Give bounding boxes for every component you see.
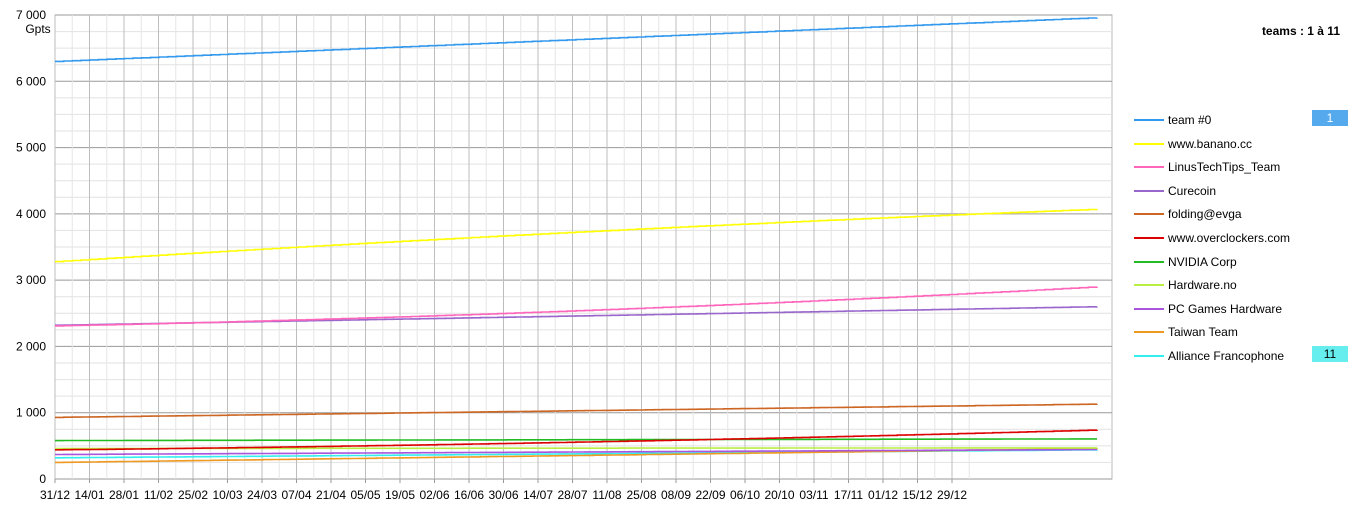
legend-swatch <box>1134 142 1164 145</box>
legend-swatch <box>1134 236 1164 239</box>
chart-axes: 0 1 000 2 000 3 000 4 000 5 000 6 000 7 000 31/1… <box>16 8 967 502</box>
y-tick-label: 7 000 <box>16 8 46 22</box>
legend-swatch <box>1134 119 1164 121</box>
x-tick-label: 11/02 <box>144 488 173 502</box>
legend-item[interactable]: www.banano.cc <box>1134 134 1354 158</box>
legend-swatch <box>1134 166 1164 169</box>
legend-label: Hardware.no <box>1168 278 1237 293</box>
x-tick-label: 28/07 <box>557 488 587 502</box>
series-line-www-banano-cc <box>55 208 1098 263</box>
series-line-team-0 <box>55 17 1098 63</box>
legend-label: team #0 <box>1168 113 1212 127</box>
x-tick-label: 30/06 <box>488 488 518 502</box>
legend-item[interactable]: PC Games Hardware <box>1134 299 1354 323</box>
x-tick-label: 24/03 <box>247 488 277 502</box>
x-tick-label: 17/11 <box>834 488 863 502</box>
x-tick-label: 01/12 <box>868 488 898 502</box>
legend-item[interactable]: Taiwan Team <box>1134 322 1354 346</box>
x-tick-label: 03/11 <box>799 488 828 502</box>
legend-label: Alliance Francophone <box>1168 348 1285 363</box>
legend-item[interactable]: Curecoin <box>1134 181 1354 205</box>
legend-rank-badge: 11 <box>1312 345 1348 362</box>
y-tick-label: 4 000 <box>16 207 46 221</box>
x-tick-label: 21/04 <box>316 488 346 502</box>
y-tick-label: 2 000 <box>16 339 46 353</box>
legend-rank-badge: 1 <box>1312 110 1348 126</box>
series-line-folding-evga <box>55 403 1098 419</box>
y-axis-unit-label: Gpts <box>25 22 50 36</box>
legend-item[interactable]: www.overclockers.com <box>1134 228 1354 252</box>
x-tick-label: 20/10 <box>764 488 794 502</box>
x-tick-label: 14/01 <box>74 488 104 502</box>
legend-item[interactable]: Hardware.no <box>1134 275 1354 299</box>
x-tick-label: 25/02 <box>178 488 208 502</box>
x-tick-label: 15/12 <box>902 488 932 502</box>
legend-label: folding@evga <box>1168 207 1242 222</box>
legend-swatch <box>1134 331 1164 334</box>
x-tick-label: 10/03 <box>212 488 242 502</box>
chart-grid <box>54 14 1113 480</box>
legend-label: Curecoin <box>1168 183 1217 198</box>
legend-item[interactable]: Alliance Francophone 11 <box>1134 345 1354 370</box>
x-tick-label: 08/09 <box>661 488 691 502</box>
legend-label: LinusTechTips_Team <box>1168 160 1281 175</box>
y-tick-label: 0 <box>39 472 46 486</box>
legend-label: Taiwan Team <box>1168 325 1238 340</box>
x-tick-label: 25/08 <box>626 488 656 502</box>
x-tick-label: 06/10 <box>730 488 760 502</box>
legend-item[interactable]: LinusTechTips_Team <box>1134 157 1354 181</box>
x-tick-label: 22/09 <box>695 488 725 502</box>
y-tick-label: 5 000 <box>16 141 46 155</box>
x-tick-label: 11/08 <box>592 488 621 502</box>
legend-label: www.overclockers.com <box>1168 230 1291 245</box>
x-tick-label: 05/05 <box>350 488 380 502</box>
legend-item[interactable]: team #0 1 <box>1134 110 1354 134</box>
y-tick-label: 6 000 <box>16 74 46 88</box>
legend-item[interactable]: folding@evga <box>1134 204 1354 228</box>
legend-swatch <box>1134 354 1164 357</box>
x-tick-label: 16/06 <box>454 488 484 502</box>
legend-swatch <box>1134 189 1164 192</box>
legend-swatch <box>1134 260 1164 263</box>
series-line-linustechtips-team <box>55 286 1098 327</box>
chart-series <box>55 17 1098 464</box>
series-line-pc-games-hardware <box>55 448 1097 456</box>
legend-swatch <box>1134 284 1164 287</box>
chart-legend: team #0 1 www.banano.cc LinusTechTips_Team C… <box>1134 110 1354 370</box>
legend-swatch <box>1134 307 1164 310</box>
y-tick-label: 3 000 <box>16 273 46 287</box>
x-tick-label: 07/04 <box>281 488 311 502</box>
series-line-www-overclockers-com <box>55 429 1098 451</box>
legend-label: www.banano.cc <box>1168 136 1253 151</box>
x-tick-label: 29/12 <box>937 488 967 502</box>
x-tick-label: 02/06 <box>419 488 449 502</box>
y-tick-label: 1 000 <box>16 406 46 420</box>
x-tick-label: 28/01 <box>109 488 139 502</box>
legend-label: PC Games Hardware <box>1168 301 1283 316</box>
series-line-nvidia-corp <box>55 438 1097 442</box>
x-tick-label: 14/07 <box>523 488 553 502</box>
legend-label: NVIDIA Corp <box>1168 254 1237 269</box>
teams-range-label: teams : 1 à 11 <box>1261 24 1340 38</box>
legend-swatch <box>1134 213 1164 216</box>
legend-item[interactable]: NVIDIA Corp <box>1134 252 1354 276</box>
x-tick-label: 31/12 <box>40 488 70 502</box>
x-tick-label: 19/05 <box>385 488 415 502</box>
